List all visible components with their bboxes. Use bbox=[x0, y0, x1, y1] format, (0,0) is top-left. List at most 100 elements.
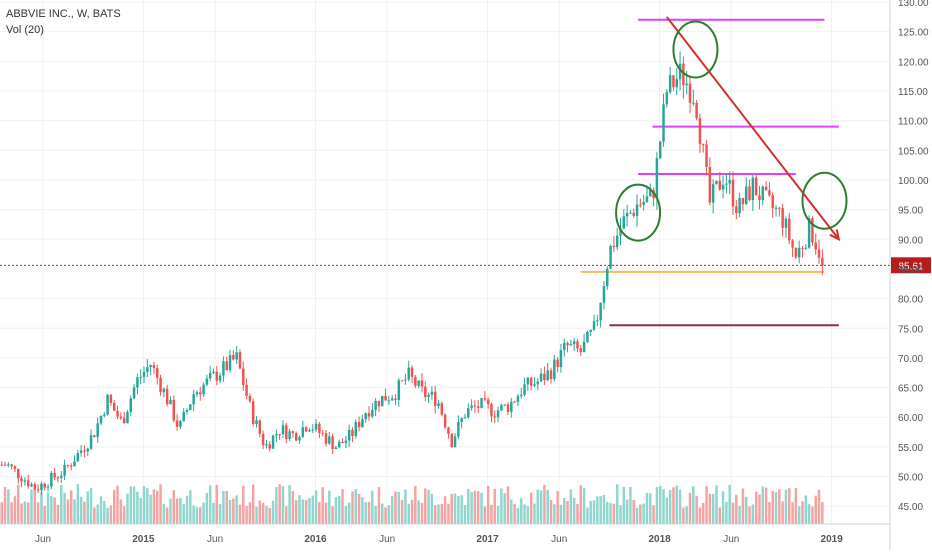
volume-bar bbox=[169, 498, 172, 524]
candle-body bbox=[400, 380, 404, 382]
candle-body bbox=[261, 433, 265, 446]
candle-body bbox=[189, 404, 192, 411]
candle-body bbox=[546, 370, 549, 381]
volume-bar bbox=[602, 494, 606, 524]
candle-body bbox=[321, 432, 324, 434]
volume-bar bbox=[265, 505, 268, 524]
volume-bar bbox=[321, 487, 324, 524]
candle-body bbox=[615, 235, 619, 248]
candle-body bbox=[450, 433, 453, 448]
volume-bar bbox=[351, 491, 354, 524]
volume-bar bbox=[748, 506, 751, 524]
volume-bar bbox=[480, 492, 483, 524]
volume-bar bbox=[182, 504, 185, 524]
volume-bar bbox=[324, 502, 328, 524]
candle-body bbox=[665, 92, 669, 105]
candle-body bbox=[251, 401, 255, 424]
volume-bar bbox=[318, 501, 321, 524]
candle-body bbox=[526, 377, 530, 385]
candle-body bbox=[516, 396, 520, 402]
volume-bar bbox=[576, 503, 579, 524]
y-tick-label: 70.00 bbox=[898, 354, 923, 365]
candle-body bbox=[639, 204, 642, 206]
candle-body bbox=[0, 464, 3, 466]
candle-body bbox=[285, 425, 288, 440]
candle-body bbox=[596, 320, 599, 322]
candle-body bbox=[807, 218, 811, 248]
volume-bar bbox=[304, 500, 308, 524]
volume-bar bbox=[642, 503, 645, 524]
candle-body bbox=[447, 427, 450, 434]
volume-bar bbox=[672, 487, 675, 524]
candle-body bbox=[169, 399, 172, 405]
x-tick-label: Jun bbox=[551, 534, 567, 545]
volume-bar bbox=[414, 485, 417, 524]
volume-bar bbox=[668, 489, 672, 524]
candle-body bbox=[357, 422, 361, 428]
volume-bar bbox=[457, 495, 460, 524]
candle-body bbox=[351, 429, 354, 437]
candle-body bbox=[341, 441, 344, 444]
volume-bar bbox=[609, 502, 612, 524]
volume-bar bbox=[639, 504, 642, 524]
volume-bar bbox=[228, 499, 232, 524]
volume-bar bbox=[566, 500, 569, 524]
volume-bar bbox=[807, 504, 811, 524]
candle-body bbox=[649, 190, 652, 197]
volume-bar bbox=[692, 486, 695, 524]
volume-bar bbox=[539, 490, 543, 524]
candle-body bbox=[13, 466, 17, 469]
volume-bar bbox=[758, 494, 761, 524]
x-axis: Jun 2015 Jun 2016 Jun 2017 Jun 2018 Jun 2019 bbox=[0, 523, 890, 545]
volume-bar bbox=[235, 495, 238, 524]
volume-bar bbox=[473, 490, 477, 524]
volume-bar bbox=[632, 500, 635, 524]
volume-bar bbox=[698, 507, 702, 524]
volume-bar bbox=[529, 492, 533, 524]
candle-body bbox=[232, 355, 235, 360]
candle-body bbox=[774, 207, 778, 209]
volume-bar bbox=[136, 491, 139, 524]
y-tick-label: 100.00 bbox=[898, 176, 929, 187]
candle-body bbox=[486, 399, 490, 405]
volume-bar bbox=[23, 501, 27, 524]
candle-body bbox=[53, 472, 56, 478]
candle-body bbox=[225, 361, 228, 371]
candle-body bbox=[390, 398, 394, 401]
candle-body bbox=[20, 478, 23, 482]
candle-body bbox=[609, 245, 612, 269]
volume-bar bbox=[0, 502, 3, 524]
candle-body bbox=[208, 373, 212, 379]
candle-body bbox=[606, 268, 609, 287]
volume-bar bbox=[73, 499, 76, 524]
candle-body bbox=[242, 368, 245, 385]
volume-bar bbox=[189, 490, 192, 524]
volume-bar bbox=[238, 504, 242, 524]
volume-bar bbox=[513, 503, 516, 524]
volume-bar bbox=[655, 486, 659, 524]
volume-bar bbox=[3, 486, 7, 524]
volume-bar bbox=[344, 505, 348, 524]
volume-bar bbox=[106, 507, 109, 524]
candle-body bbox=[490, 404, 493, 417]
candle-body bbox=[265, 444, 268, 446]
candle-body bbox=[519, 394, 523, 397]
volume-bar bbox=[635, 507, 639, 524]
candle-body bbox=[26, 480, 30, 487]
candle-body bbox=[410, 367, 414, 377]
candle-body bbox=[328, 436, 331, 444]
volume-bar bbox=[367, 502, 371, 524]
trend-arrow-line bbox=[665, 16, 840, 240]
volume-bar bbox=[347, 502, 351, 524]
candle-body bbox=[632, 212, 635, 216]
volume-bar bbox=[66, 499, 70, 524]
volume-bar bbox=[622, 486, 626, 524]
volume-bar bbox=[718, 507, 722, 524]
volume-bar bbox=[804, 495, 808, 524]
volume-bar bbox=[658, 485, 662, 524]
volume-bar bbox=[215, 484, 219, 524]
candle-body bbox=[688, 83, 692, 103]
candle-body bbox=[470, 405, 473, 409]
